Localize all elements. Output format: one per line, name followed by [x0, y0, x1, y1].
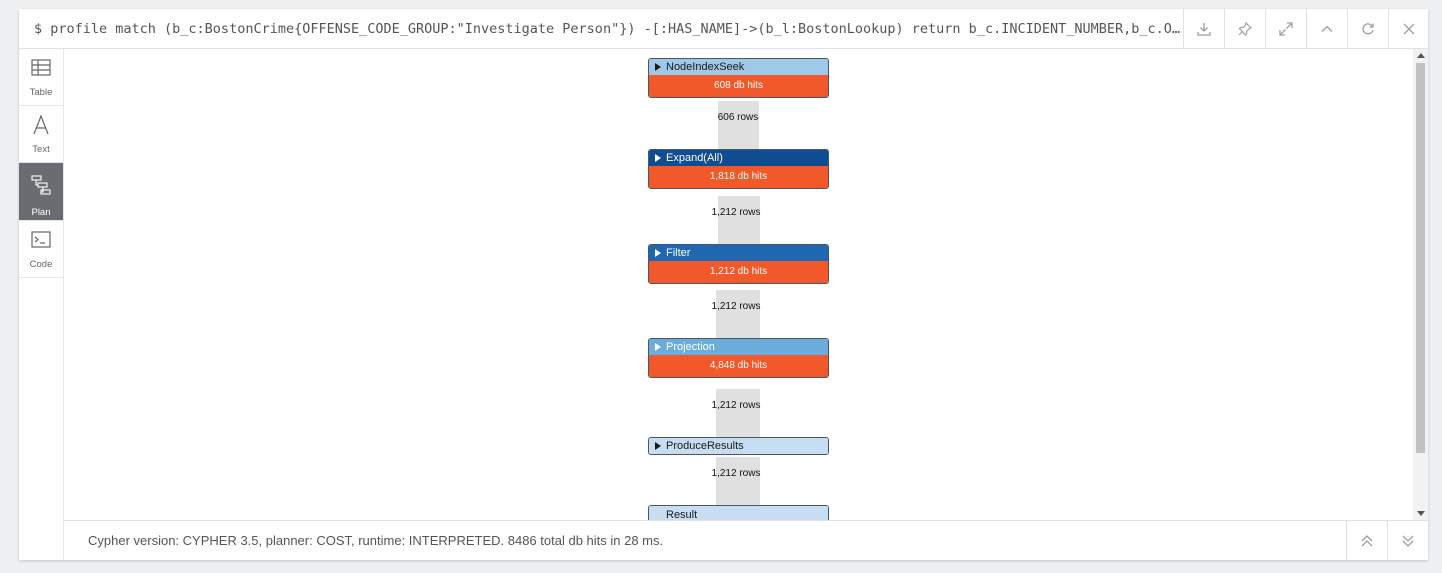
pin-icon — [1238, 21, 1252, 36]
row-flow-pipe — [716, 389, 760, 437]
download-button[interactable] — [1183, 9, 1224, 48]
operator-rows: 1,212 rows — [711, 400, 761, 411]
pin-button[interactable] — [1224, 9, 1265, 48]
operator-title[interactable]: ProduceResults — [649, 438, 828, 454]
row-flow-pipe — [716, 290, 760, 338]
operator-name: NodeIndexSeek — [666, 61, 745, 73]
plan-operator-expand-all[interactable]: Expand(All) 1,818 db hits — [648, 149, 829, 189]
operator-db-hits: 1,212 db hits — [649, 261, 828, 283]
row-flow-pipe — [716, 457, 760, 505]
plan-operator-projection[interactable]: Projection 4,848 db hits — [648, 338, 829, 378]
sidebar-item-text[interactable]: Text — [19, 106, 63, 163]
result-frame: $ profile match (b_c:BostonCrime{OFFENSE… — [19, 9, 1428, 560]
operator-rows: 1,212 rows — [711, 468, 761, 479]
row-flow-pipe — [718, 196, 760, 244]
plan-summary: Cypher version: CYPHER 3.5, planner: COS… — [88, 533, 664, 548]
fullscreen-button[interactable] — [1265, 9, 1306, 48]
text-icon — [33, 114, 49, 135]
expand-triangle-icon — [655, 154, 661, 162]
plan-scrollbar[interactable] — [1413, 49, 1428, 520]
download-icon — [1197, 22, 1211, 36]
status-footer: Cypher version: CYPHER 3.5, planner: COS… — [64, 520, 1428, 561]
collapse-button[interactable] — [1306, 9, 1347, 48]
operator-name: ProduceResults — [666, 440, 744, 452]
operator-rows: 1,212 rows — [711, 301, 761, 312]
query-plan-view[interactable]: NodeIndexSeek 608 db hits 606 rows Expan… — [64, 49, 1413, 520]
operator-name: Projection — [666, 341, 715, 353]
double-chevron-down-icon — [1402, 535, 1414, 547]
expand-icon — [1279, 21, 1293, 36]
view-sidebar: Table Text Plan Code — [19, 49, 64, 560]
sidebar-item-label: Code — [29, 259, 53, 270]
row-flow-pipe — [718, 101, 759, 149]
operator-name: Filter — [666, 247, 691, 259]
operator-db-hits: 4,848 db hits — [649, 355, 828, 377]
operator-title[interactable]: NodeIndexSeek — [649, 59, 828, 75]
plan-operator-filter[interactable]: Filter 1,212 db hits — [648, 244, 829, 284]
close-icon — [1403, 23, 1415, 34]
operator-name: Result — [666, 509, 698, 520]
code-icon — [31, 231, 51, 248]
expand-triangle-icon — [655, 343, 661, 351]
sidebar-item-plan[interactable]: Plan — [19, 163, 63, 221]
operator-title[interactable]: Expand(All) — [649, 150, 828, 166]
sidebar-item-label: Table — [29, 87, 53, 98]
plan-operator-result[interactable]: Result — [648, 505, 829, 520]
plan-operator-produceresults[interactable]: ProduceResults — [648, 437, 829, 455]
operator-title[interactable]: Projection — [649, 339, 828, 355]
operator-db-hits: 1,818 db hits — [649, 166, 828, 188]
operator-rows: 606 rows — [717, 112, 759, 123]
sidebar-item-code[interactable]: Code — [19, 221, 63, 278]
table-icon — [31, 59, 51, 76]
sidebar-item-label: Plan — [31, 207, 51, 218]
operator-title[interactable]: Result — [649, 506, 828, 520]
refresh-icon — [1362, 22, 1374, 35]
expand-triangle-icon — [655, 63, 661, 71]
plan-operator-nodeindexseek[interactable]: NodeIndexSeek 608 db hits — [648, 58, 829, 98]
operator-title[interactable]: Filter — [649, 245, 828, 261]
collapse-up-icon — [1321, 25, 1333, 32]
scroll-up-arrow-icon[interactable] — [1417, 53, 1425, 58]
plan-icon — [31, 175, 51, 195]
collapse-all-button[interactable] — [1346, 521, 1387, 560]
close-button[interactable] — [1388, 9, 1429, 48]
operator-rows: 1,212 rows — [711, 207, 761, 218]
operator-name: Expand(All) — [666, 152, 723, 164]
sidebar-item-label: Text — [32, 144, 50, 155]
double-chevron-up-icon — [1361, 534, 1373, 546]
operator-db-hits: 608 db hits — [649, 75, 828, 97]
frame-header: $ profile match (b_c:BostonCrime{OFFENSE… — [19, 9, 1428, 49]
scroll-down-arrow-icon[interactable] — [1417, 511, 1425, 516]
rerun-button[interactable] — [1347, 9, 1388, 48]
scrollbar-thumb[interactable] — [1416, 63, 1425, 453]
query-text[interactable]: $ profile match (b_c:BostonCrime{OFFENSE… — [34, 21, 1184, 37]
expand-triangle-icon — [655, 249, 661, 257]
expand-all-button[interactable] — [1387, 521, 1428, 560]
expand-triangle-icon — [655, 442, 661, 450]
sidebar-item-table[interactable]: Table — [19, 49, 63, 106]
